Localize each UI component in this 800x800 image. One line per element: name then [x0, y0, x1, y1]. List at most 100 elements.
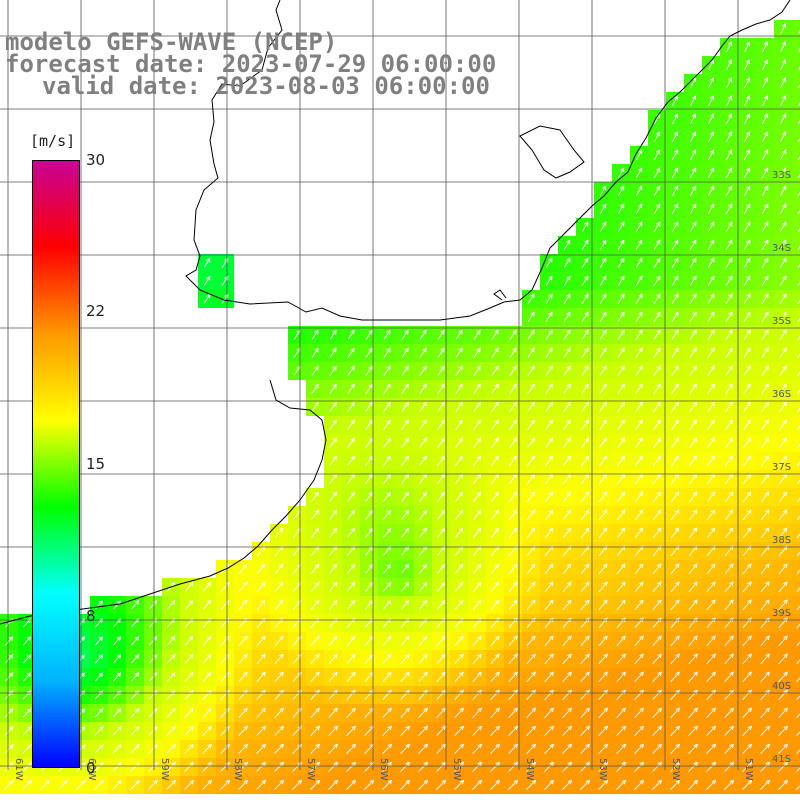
wind-arrow: [616, 761, 627, 772]
wind-arrow: [725, 257, 733, 269]
wind-arrow: [616, 563, 626, 575]
wind-arrow: [256, 761, 267, 772]
wind-arrow: [796, 515, 800, 521]
wind-arrow: [598, 581, 608, 593]
wind-arrow: [311, 401, 319, 412]
wind-arrow: [347, 329, 355, 340]
wind-arrow: [418, 725, 429, 737]
wind-arrow: [383, 527, 392, 538]
wind-arrow: [383, 419, 391, 430]
wind-arrow: [238, 581, 248, 592]
speed-cell: [792, 434, 800, 452]
colorbar-tick: 22: [86, 302, 106, 320]
wind-arrow: [581, 437, 590, 449]
wind-arrow: [760, 653, 770, 665]
wind-arrow: [797, 191, 800, 197]
wind-arrow: [256, 671, 266, 682]
wind-arrow: [761, 113, 769, 125]
wind-arrow: [472, 761, 483, 772]
wind-arrow: [706, 707, 717, 719]
wind-arrow: [797, 371, 800, 377]
wind-arrow: [401, 365, 409, 376]
wind-arrow: [688, 707, 699, 719]
wind-arrow: [707, 257, 715, 269]
wind-arrow: [238, 707, 248, 718]
wind-arrow: [670, 527, 680, 539]
wind-arrow: [616, 779, 627, 790]
wind-arrow: [616, 509, 626, 521]
wind-arrow: [581, 383, 589, 395]
wind-arrow: [401, 527, 410, 538]
wind-arrow: [4, 672, 14, 682]
wind-arrow: [779, 347, 787, 359]
wind-arrow: [563, 419, 571, 431]
wind-arrow: [166, 743, 176, 754]
lat-lon-grid: [0, 0, 800, 770]
wind-arrow: [598, 509, 608, 521]
wind-arrow: [707, 275, 715, 286]
wind-arrow: [130, 690, 140, 700]
wind-arrow: [328, 761, 339, 772]
wind-arrow: [760, 743, 771, 755]
wind-arrow: [580, 635, 590, 647]
wind-arrow: [220, 779, 231, 790]
wind-arrow: [436, 635, 446, 646]
speed-cell: [792, 542, 800, 560]
wind-arrow: [166, 707, 176, 718]
wind-arrow: [256, 779, 267, 790]
wind-arrow: [562, 743, 573, 755]
wind-arrow: [581, 401, 589, 413]
wind-arrow: [509, 383, 517, 394]
wind-arrow: [635, 347, 643, 359]
wind-arrow: [526, 671, 536, 683]
wind-arrow: [544, 581, 554, 593]
wind-arrow: [509, 437, 518, 449]
wind-arrow: [112, 762, 122, 772]
wind-arrow: [689, 275, 697, 286]
wind-arrow: [652, 743, 663, 755]
speed-cell: [792, 776, 800, 794]
wind-arrow: [508, 599, 518, 610]
wind-arrow: [599, 311, 607, 322]
wind-arrow: [472, 653, 482, 664]
wind-arrow: [544, 743, 555, 755]
wind-arrow: [653, 419, 661, 431]
wind-arrow: [796, 605, 800, 611]
wind-arrow: [328, 563, 338, 574]
wind-arrow: [634, 725, 645, 737]
wind-arrow: [742, 725, 753, 737]
wind-arrow: [598, 563, 608, 575]
wind-arrow: [310, 707, 320, 718]
wind-arrow: [797, 209, 800, 215]
wind-arrow: [508, 743, 519, 755]
wind-arrow: [598, 779, 609, 790]
wind-arrow: [401, 491, 410, 502]
wind-arrow: [779, 437, 788, 449]
wind-arrow: [418, 779, 429, 790]
wind-arrow: [382, 671, 392, 682]
wind-arrow: [634, 509, 644, 521]
wind-arrow: [95, 600, 104, 610]
wind-arrow: [437, 563, 446, 574]
wind-arrow: [743, 221, 751, 233]
wind-arrow: [689, 221, 697, 233]
wind-arrow: [58, 780, 68, 790]
wind-arrow: [311, 329, 319, 340]
wind-arrow: [472, 707, 483, 719]
wind-arrow: [706, 761, 717, 772]
lon-label: 57W: [305, 758, 316, 781]
wind-arrow: [742, 599, 752, 611]
wind-arrow: [365, 473, 374, 484]
wind-arrow: [311, 365, 319, 376]
wind-arrow: [599, 239, 607, 250]
wind-arrow: [365, 455, 373, 466]
wind-arrow: [779, 455, 788, 467]
wind-arrow: [652, 671, 662, 683]
wind-arrow: [220, 581, 230, 592]
wind-arrow: [742, 779, 753, 790]
wind-arrow: [238, 725, 248, 736]
wind-arrow: [508, 725, 519, 737]
wind-arrow: [383, 365, 391, 376]
wind-arrow: [778, 491, 788, 503]
wind-arrow: [437, 383, 445, 394]
